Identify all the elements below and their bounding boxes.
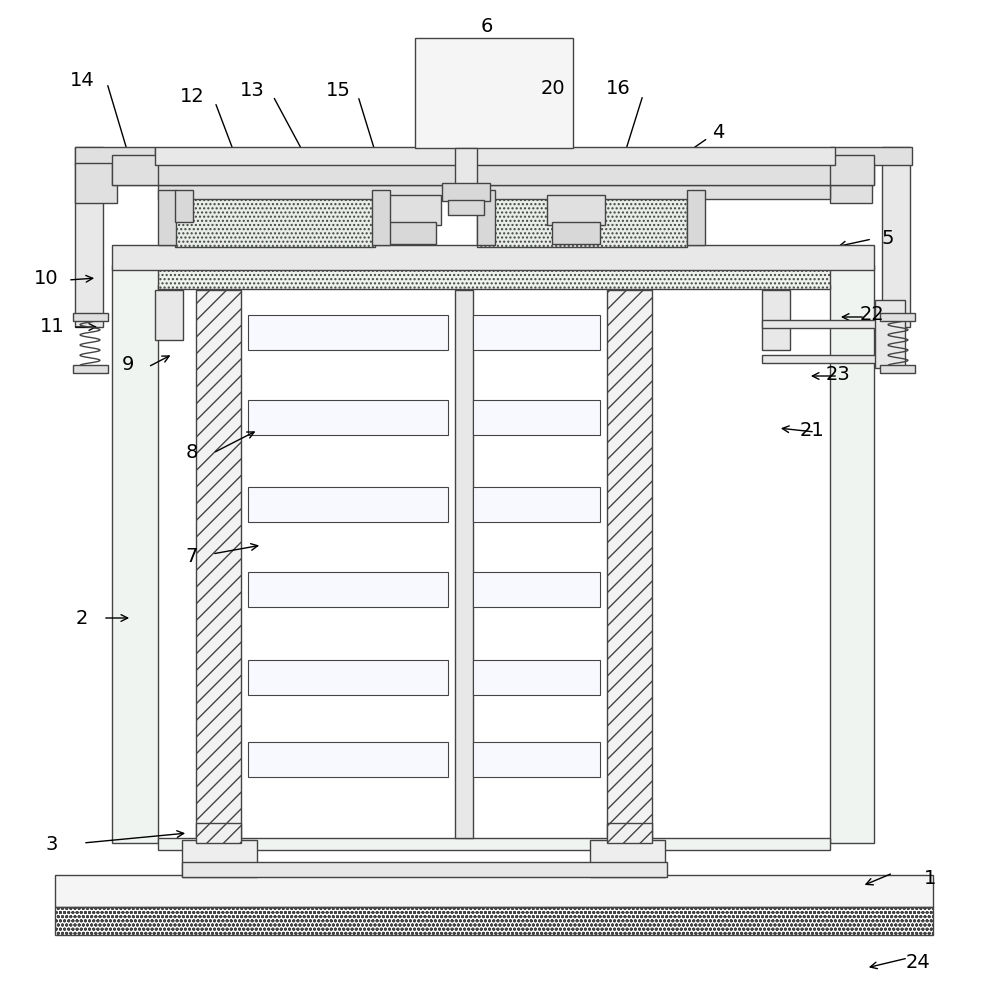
Bar	[476, 195, 686, 247]
Text: 24: 24	[905, 952, 930, 972]
Text: 10: 10	[34, 268, 58, 288]
Bar	[448, 200, 483, 215]
Text: 22: 22	[859, 306, 883, 324]
Text: 15: 15	[325, 81, 350, 100]
Text: 13: 13	[240, 82, 264, 101]
Text: 7: 7	[185, 546, 198, 566]
Bar	[175, 195, 375, 247]
Text: 5: 5	[880, 229, 893, 247]
Text: 12: 12	[179, 87, 204, 105]
Bar	[387, 222, 436, 244]
Bar	[829, 155, 874, 185]
Bar	[75, 163, 117, 203]
Bar	[247, 487, 448, 522]
Bar	[111, 265, 874, 843]
Bar	[55, 875, 932, 907]
Bar	[158, 838, 829, 850]
Text: 16: 16	[605, 80, 630, 99]
Text: 6: 6	[480, 16, 493, 35]
Bar	[75, 147, 103, 327]
Bar	[829, 147, 911, 165]
Text: 2: 2	[76, 608, 88, 628]
Bar	[606, 823, 652, 843]
Bar	[247, 315, 448, 350]
Bar	[196, 823, 241, 843]
Bar	[761, 355, 880, 363]
Text: 11: 11	[39, 316, 64, 336]
Bar	[73, 365, 107, 373]
Bar	[880, 365, 914, 373]
Bar	[55, 907, 932, 935]
Bar	[181, 862, 667, 877]
Bar	[73, 313, 107, 321]
Bar	[111, 245, 874, 270]
Bar	[247, 742, 448, 777]
Bar	[880, 313, 914, 321]
Bar	[606, 290, 652, 838]
Bar	[829, 163, 871, 203]
Bar	[247, 660, 448, 695]
Bar	[175, 190, 193, 222]
Bar	[111, 155, 158, 185]
Text: 21: 21	[799, 420, 823, 440]
Bar	[455, 290, 472, 838]
Bar	[247, 400, 448, 435]
Bar	[372, 190, 389, 245]
Bar	[158, 190, 176, 245]
Text: 3: 3	[45, 836, 58, 854]
Text: 23: 23	[824, 364, 850, 383]
Bar	[472, 572, 599, 607]
Text: 4: 4	[711, 123, 724, 142]
Text: 1: 1	[923, 868, 936, 888]
Text: 9: 9	[121, 356, 134, 374]
Bar	[158, 285, 829, 843]
Bar	[590, 840, 665, 877]
Bar	[442, 183, 489, 201]
Bar	[472, 315, 599, 350]
Bar	[472, 487, 599, 522]
Bar	[196, 290, 241, 838]
Bar	[875, 300, 904, 368]
Bar	[472, 742, 599, 777]
Bar	[155, 147, 834, 165]
Bar	[472, 660, 599, 695]
Bar	[111, 163, 874, 185]
Bar	[472, 400, 599, 435]
Bar	[158, 185, 829, 199]
Bar	[455, 148, 476, 188]
Bar	[247, 572, 448, 607]
Bar	[476, 190, 495, 245]
Text: 20: 20	[540, 80, 565, 99]
Bar	[181, 840, 256, 877]
Bar	[75, 147, 155, 165]
Bar	[414, 38, 573, 148]
Bar	[551, 222, 599, 244]
Bar	[158, 247, 829, 289]
Bar	[881, 147, 909, 327]
Bar	[761, 290, 789, 350]
Bar	[546, 195, 604, 225]
Text: 8: 8	[185, 442, 198, 462]
Bar	[686, 190, 704, 245]
Bar	[383, 195, 441, 225]
Bar	[155, 290, 182, 340]
Bar	[761, 320, 880, 328]
Text: 14: 14	[70, 70, 95, 90]
